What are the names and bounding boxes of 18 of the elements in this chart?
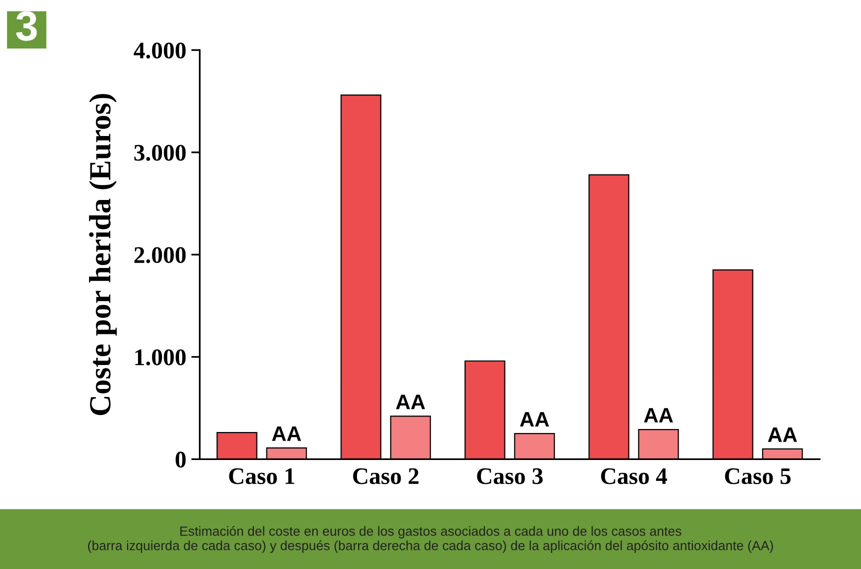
annotation: AA [396, 394, 426, 410]
y-axis-title: Coste por herida (Euros) [89, 94, 117, 416]
annotation: AA [520, 412, 550, 427]
x-tick-label: Caso 5 [725, 468, 791, 484]
x-tick-label: Caso 2 [353, 468, 418, 484]
x-tick-label: Caso 4 [601, 468, 668, 484]
annotation: AA [272, 426, 302, 441]
y-tick-label: 3.000 [134, 144, 186, 161]
y-tick-label: 0 [176, 452, 186, 468]
x-tick-label: Caso 3 [477, 468, 543, 484]
x-tick-label: Caso 1 [229, 468, 294, 484]
text: Estimación del coste en euros de los gastos asociados a cada uno de los casos antes (barra izquierda de cada caso) y después (barra derecha de cada caso) de la aplicación del apósito antioxidante (AA) [88, 526, 773, 553]
y-tick-label: 1.000 [135, 349, 186, 366]
annotation: AA [768, 428, 797, 442]
y-tick-label: 4.000 [134, 42, 186, 59]
chart-title: 3 [16, 11, 37, 41]
annotation: AA [644, 408, 673, 422]
y-tick-label: 2.000 [134, 247, 186, 264]
